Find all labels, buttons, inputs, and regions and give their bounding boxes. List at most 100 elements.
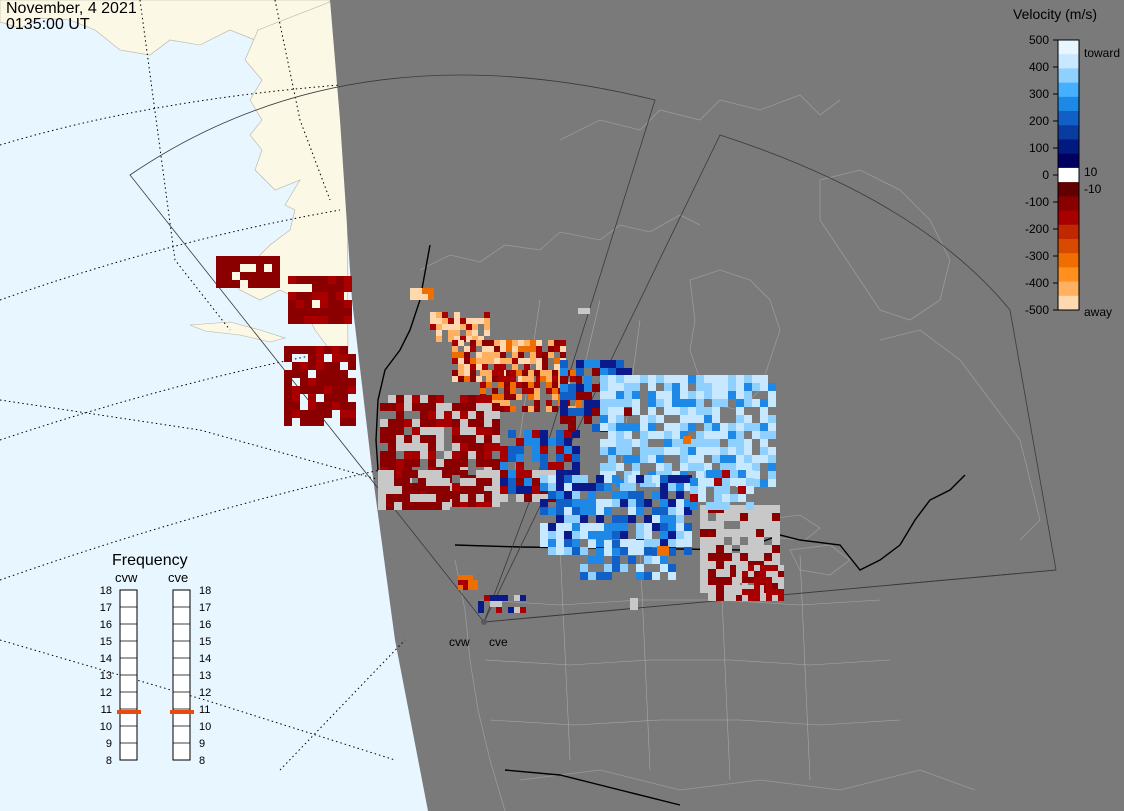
velocity-cell [422,288,428,294]
velocity-cell [680,407,688,415]
velocity-cell [516,446,524,454]
velocity-cell [736,577,742,583]
velocity-cell [548,491,556,499]
velocity-cell [476,459,484,467]
velocity-cell [412,395,420,403]
velocity-cell [410,470,418,478]
velocity-cell [772,513,780,521]
velocity-cell [508,607,514,613]
velocity-cell [720,399,728,407]
velocity-cell [336,292,344,300]
velocity-cell [304,316,312,324]
velocity-cell [752,399,760,407]
velocity-cell [700,577,708,585]
velocity-cell [506,340,512,346]
velocity-cell [426,486,434,494]
velocity-cell [768,383,776,391]
velocity-cell [580,483,588,491]
velocity-cell [256,256,264,264]
velocity-cell [460,435,468,443]
velocity-cell [516,462,524,470]
velocity-cell [716,593,724,601]
velocity-cell [504,400,510,406]
velocity-cell [624,439,632,447]
velocity-cell [336,316,344,324]
colorbar-title: Velocity (m/s) [1013,6,1097,22]
velocity-cell [240,256,248,264]
velocity-cell [416,288,422,294]
velocity-cell [576,360,584,368]
velocity-cell [636,572,644,580]
velocity-cell [706,478,714,486]
velocity-cell [428,419,436,427]
velocity-cell [420,483,428,491]
aleutian-islands [189,321,287,343]
velocity-cell [768,431,776,439]
velocity-cell [420,403,428,411]
velocity-cell [772,529,780,537]
velocity-cell [636,491,644,499]
velocity-cell [540,462,548,470]
velocity-cell [476,451,484,459]
colorbar-ticks: 500 400 300 200 100 0 -100 -200 -300 -400 -500 [1025,33,1058,317]
frequency-panel: Frequency cvw cve 18 18 17 17 16 16 15 15 14 14 13… [100,552,212,767]
velocity-cell [580,507,588,515]
velocity-cell [464,352,470,358]
velocity-cell [460,494,468,502]
velocity-cell [672,431,680,439]
velocity-cell [256,264,264,272]
velocity-cell [484,411,492,419]
velocity-cell [664,383,672,391]
velocity-cell [668,564,676,572]
velocity-cell [536,346,542,352]
velocity-cell [296,292,304,300]
velocity-cell [778,589,784,595]
velocity-cell [746,470,754,478]
velocity-cell [730,571,736,577]
velocity-cell [696,439,704,447]
velocity-cell [492,494,500,502]
velocity-cell [458,364,464,370]
velocity-cell [428,459,436,467]
velocity-cell [510,406,516,412]
velocity-cell [500,478,508,486]
velocity-cell [528,370,534,376]
velocity-cell [680,423,688,431]
velocity-cell [410,288,416,294]
velocity-cell [484,443,492,451]
velocity-cell [482,364,488,370]
velocity-cell [564,475,572,483]
velocity-cell [232,256,240,264]
velocity-cell [680,431,688,439]
velocity-cell [768,463,776,471]
velocity-cell [498,406,504,412]
velocity-cell [660,491,668,499]
velocity-cell [428,435,436,443]
velocity-cell [608,407,616,415]
velocity-cell [476,376,482,382]
velocity-cell [616,431,624,439]
velocity-cell [436,324,442,330]
velocity-cell [540,438,548,446]
velocity-cell [736,375,744,383]
velocity-cell [608,431,616,439]
velocity-cell [608,463,616,471]
velocity-cell [700,513,708,521]
velocity-cell [316,346,324,354]
velocity-cell [720,447,728,455]
velocity-cell [284,354,292,362]
velocity-cell [536,364,542,370]
velocity-cell [516,454,524,462]
velocity-cell [468,451,476,459]
velocity-cell [516,470,524,478]
velocity-cell [444,403,452,411]
velocity-cell [546,370,552,376]
velocity-cell [760,415,768,423]
us-canada-border-east [899,474,966,546]
velocity-cell [348,362,356,370]
velocity-cell [452,346,458,352]
velocity-cell [628,547,636,555]
velocity-cell [748,513,756,521]
velocity-cell [572,515,580,523]
velocity-cell [652,572,660,580]
